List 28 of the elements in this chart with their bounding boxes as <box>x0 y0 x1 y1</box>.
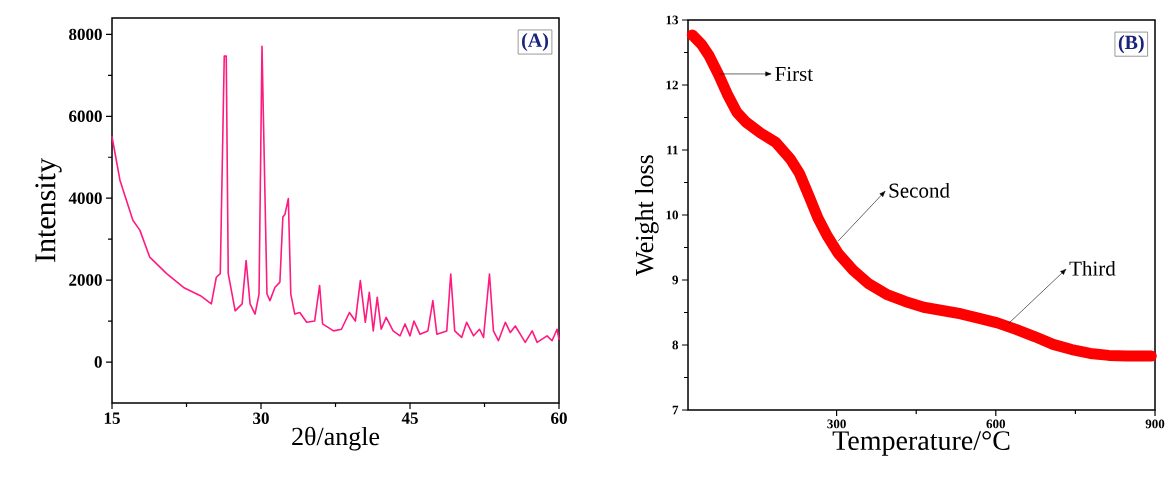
x-axis-title: 2θ/angle <box>292 426 380 451</box>
y-tick-label: 11 <box>667 145 678 155</box>
x-tick-label: 15 <box>104 412 120 424</box>
x-tick-label: 30 <box>253 412 269 424</box>
x-axis-title: Temperature/°C <box>832 431 1010 456</box>
x-tick-label: 60 <box>551 412 567 424</box>
y-axis-title: Intensity <box>35 158 62 262</box>
y-tick-label: 13 <box>666 15 679 25</box>
y-axis-title: Weight loss <box>634 155 659 276</box>
y-tick-label: 8000 <box>69 28 102 41</box>
x-tick-label: 600 <box>986 419 1006 429</box>
y-tick-label: 7 <box>672 405 679 415</box>
y-tick-label: 9 <box>672 275 679 285</box>
y-tick-label: 2000 <box>69 274 102 286</box>
annotation: Second <box>889 182 950 198</box>
y-tick-label: 0 <box>94 356 102 368</box>
x-tick-label: 45 <box>401 412 418 424</box>
y-tick-label: 10 <box>666 210 678 220</box>
y-tick-label: 4000 <box>68 192 102 204</box>
y-tick-label: 12 <box>666 80 678 90</box>
x-tick-label: 300 <box>827 419 846 429</box>
y-tick-label: 8 <box>672 340 679 350</box>
annotation: (A) <box>522 32 549 52</box>
x-tick-label: 900 <box>1145 419 1165 429</box>
y-tick-label: 6000 <box>69 110 102 123</box>
annotation: First <box>775 66 813 81</box>
annotation: Third <box>1069 260 1116 276</box>
annotation: (B) <box>1118 35 1144 54</box>
